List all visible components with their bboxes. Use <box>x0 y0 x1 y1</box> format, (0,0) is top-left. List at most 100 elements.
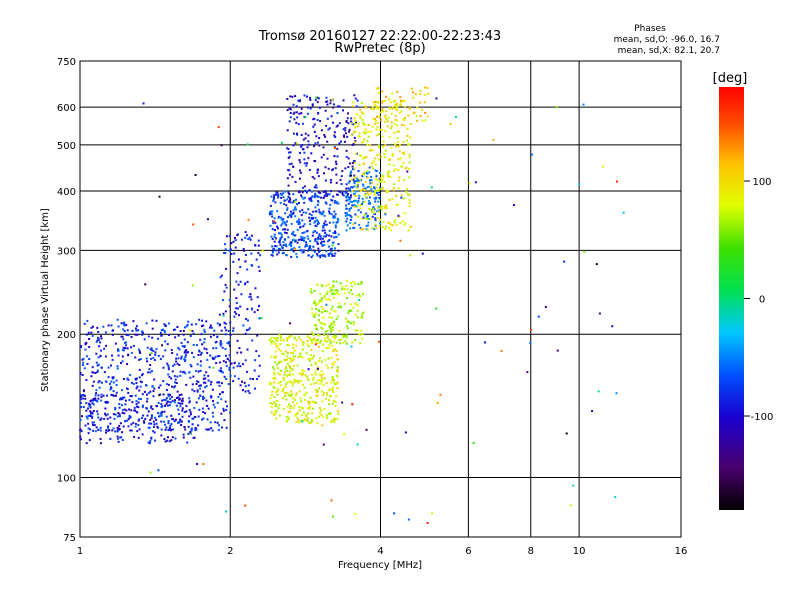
data-point <box>229 334 232 337</box>
data-point <box>85 402 88 405</box>
data-point <box>133 409 136 412</box>
data-point <box>124 399 127 402</box>
x-tick-label: 8 <box>528 546 534 557</box>
data-point <box>183 360 186 363</box>
data-point <box>412 112 415 115</box>
data-point <box>335 335 338 338</box>
data-point <box>285 204 288 207</box>
data-point <box>277 382 280 385</box>
data-point <box>274 410 277 413</box>
data-point <box>302 197 305 200</box>
data-point <box>276 337 279 340</box>
data-point <box>383 100 386 103</box>
data-point <box>321 424 324 427</box>
data-point <box>212 347 215 350</box>
data-point <box>203 331 206 334</box>
data-point <box>296 416 299 419</box>
data-point <box>348 188 351 191</box>
data-point <box>378 115 381 118</box>
data-point <box>90 331 93 334</box>
data-point <box>273 235 276 238</box>
data-point <box>325 298 328 301</box>
data-point <box>195 382 198 385</box>
data-point <box>298 218 301 221</box>
data-point <box>403 100 406 103</box>
data-point <box>329 252 332 255</box>
data-point <box>308 189 311 192</box>
data-point <box>114 408 117 411</box>
grid-lines <box>80 61 681 537</box>
data-point <box>310 339 313 342</box>
data-point <box>326 140 329 143</box>
data-point <box>344 129 347 132</box>
data-point <box>181 402 184 405</box>
data-point <box>167 393 170 396</box>
data-point <box>153 378 156 381</box>
data-point <box>331 293 334 296</box>
data-point <box>294 394 297 397</box>
data-point <box>240 293 243 296</box>
data-point <box>345 149 348 152</box>
data-point <box>250 298 253 301</box>
data-point <box>96 364 99 367</box>
data-point <box>112 376 115 379</box>
data-point <box>269 338 272 341</box>
data-point <box>273 373 276 376</box>
data-point <box>274 338 277 341</box>
data-point <box>277 407 280 410</box>
data-point <box>309 223 312 226</box>
data-point <box>331 253 334 256</box>
data-point <box>160 414 163 417</box>
data-point <box>326 290 329 293</box>
data-point <box>336 368 339 371</box>
data-point <box>92 410 95 413</box>
x-axis-ticks: 1 2 4 6 8 10 16 <box>77 546 688 557</box>
data-point <box>388 98 391 101</box>
data-point <box>298 390 301 393</box>
data-point <box>115 383 118 386</box>
data-point <box>293 381 296 384</box>
data-point <box>372 190 375 193</box>
data-point <box>401 100 404 103</box>
data-point <box>351 341 354 344</box>
data-point <box>313 250 316 253</box>
data-point <box>341 170 344 173</box>
data-point <box>327 240 330 243</box>
data-point <box>306 377 309 380</box>
data-point <box>314 240 317 243</box>
data-point <box>384 130 387 133</box>
data-point <box>359 117 362 120</box>
data-point <box>591 409 594 412</box>
data-point <box>279 335 282 338</box>
data-point <box>169 401 172 404</box>
data-point <box>318 415 321 418</box>
data-point <box>176 325 179 328</box>
data-point <box>157 412 160 415</box>
data-point <box>195 344 198 347</box>
data-point <box>282 407 285 410</box>
data-point <box>168 375 171 378</box>
data-point <box>333 247 336 250</box>
data-point <box>106 394 109 397</box>
data-point <box>179 330 182 333</box>
data-point <box>315 417 318 420</box>
data-point <box>85 409 88 412</box>
data-point <box>334 167 337 170</box>
data-point <box>213 357 216 360</box>
data-point <box>273 233 276 236</box>
data-point <box>310 214 313 217</box>
data-point <box>144 283 147 286</box>
data-point <box>336 124 339 127</box>
data-point <box>114 413 117 416</box>
data-point <box>270 235 273 238</box>
data-point <box>371 125 374 128</box>
data-point <box>367 130 370 133</box>
colorbar-label: [deg] <box>713 71 748 86</box>
data-point <box>178 397 181 400</box>
data-point <box>98 380 101 383</box>
data-point <box>220 412 223 415</box>
data-point <box>213 329 216 332</box>
data-point <box>225 377 228 380</box>
data-point <box>289 198 292 201</box>
data-point <box>375 128 378 131</box>
